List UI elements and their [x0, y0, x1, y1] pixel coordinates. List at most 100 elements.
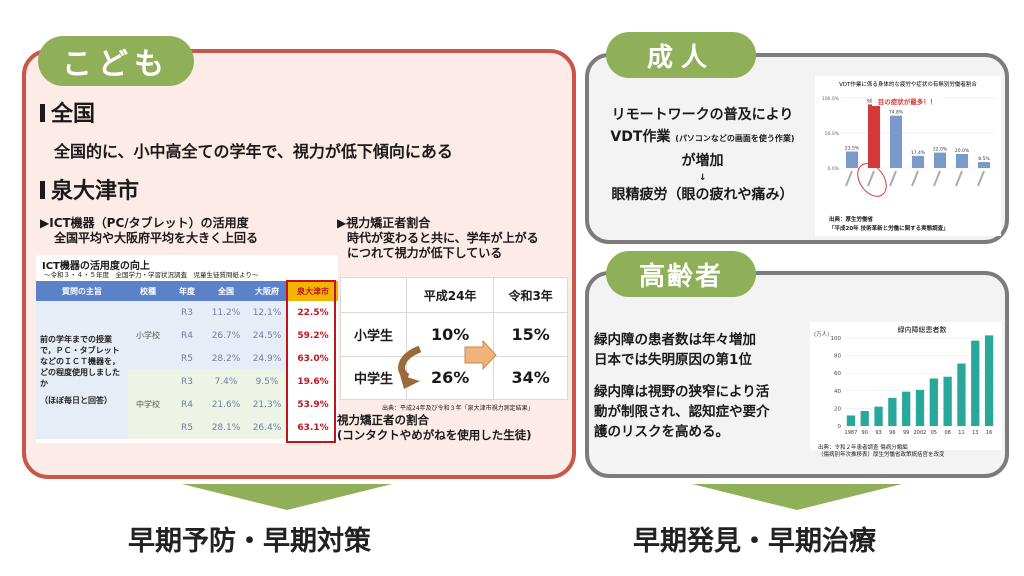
chart-source-line: 「平成20年 技術革新と労働に関する実態調査」 — [829, 224, 949, 232]
national-cell: 28.1% — [206, 416, 246, 439]
adult-line-3: が増加 — [681, 153, 724, 169]
y-tick-label: 50.0% — [825, 131, 840, 137]
question-text: 前の学年までの授業で，ＰＣ・タブレットなどのＩＣＴ機器を，どの程度使用しましたか — [40, 335, 120, 388]
kids-tag: こども — [38, 36, 194, 86]
elder-tag: 高齢者 — [606, 251, 756, 297]
elder-line-2: 日本では失明原因の第1位 — [594, 352, 752, 368]
table-header-row: 質問の主旨 校種 年度 全国 大阪府 泉大津市 — [36, 281, 338, 301]
bar — [845, 151, 859, 168]
ict-table-title: ICT機器の活用度の向上 — [42, 261, 150, 272]
table-row: R4 26.7% 24.5% 59.2% — [36, 324, 338, 347]
izumi-cell: 63.0% — [288, 347, 338, 370]
early-prevention-text: 早期予防・早期対策 — [128, 526, 371, 557]
izumi-cell: 19.6% — [288, 370, 338, 393]
elder-source-line-2: （傷病別年次推移表）厚生労働省政策統括官を改変 — [818, 452, 945, 458]
elder-line-3: 緑内障は視野の狭窄により活 — [594, 384, 770, 400]
callout-box — [872, 97, 942, 106]
data-label: 22.0% — [933, 147, 948, 153]
value-cell: 34% — [493, 355, 568, 400]
izumi-cell: 22.5% — [288, 301, 338, 324]
ict-table-subtitle: ～令和３・４・５年度 全国学力・学習状況調査 児童生徒質問紙より～ — [44, 271, 259, 279]
square-bullet-icon — [40, 181, 45, 199]
glaucoma-chart-svg: 緑内障総患者数 (万人) 0 20 40 60 80 100 1987 90 93 96 99 2002… — [814, 325, 996, 436]
category-label-stub — [977, 170, 985, 187]
school-type-cell: 小学校 — [128, 301, 168, 370]
highlight-circle — [857, 163, 887, 197]
adult-line-1: リモートワークの普及により — [611, 107, 794, 123]
y-tick-label: 80 — [834, 354, 841, 360]
bar — [889, 115, 903, 168]
bar — [915, 389, 925, 426]
x-tick-label: 99 — [903, 430, 909, 436]
vision-caption-line-2: (コンタクトやめがねを使用した生徒) — [337, 428, 532, 442]
vision-note-line-3: につれて視力が低下している — [347, 246, 503, 260]
bar — [911, 155, 925, 168]
table-row: 前の学年までの授業で，ＰＣ・タブレットなどのＩＣＴ機器を，どの程度使用しましたか… — [36, 301, 338, 439]
y-tick-label: 100.0% — [822, 96, 840, 102]
ict-usage-table-figure: ICT機器の活用度の向上 ～令和３・４・５年度 全国学力・学習状況調査 児童生徒… — [36, 255, 338, 443]
row-header: 中学生 — [340, 355, 407, 400]
category-label-stub — [889, 170, 897, 187]
y-axis-label: (万人) — [814, 331, 829, 338]
data-label: 74.8% — [889, 110, 904, 116]
category-label-stub — [867, 170, 875, 187]
school-type-cell: 中学校 — [128, 370, 168, 439]
adult-vdt-note: (パソコンなどの画面を使う作業) — [675, 134, 795, 143]
ict-note-line-2: 全国平均や大阪府平均を大きく上回る — [54, 231, 259, 245]
year-cell: R4 — [168, 393, 206, 416]
x-tick-label: 1987 — [845, 430, 858, 436]
vision-note: ▶視力矯正者割合 時代が変わると共に、学年が上がる につれて視力が低下している — [337, 216, 539, 261]
bar — [957, 363, 966, 426]
osaka-cell: 12.1% — [246, 301, 288, 324]
elder-source-line-1: 出典：令和２年患者調査 傷病分類編 — [818, 445, 908, 451]
table-row: R5 28.2% 24.9% 63.0% — [36, 347, 338, 370]
elder-line-4: 動が制限され、認知症や要介 — [594, 404, 770, 420]
y-tick-label: 40 — [834, 389, 841, 395]
vision-table-source: 出典：平成24年及び令和３年「泉大津市視力測定結果」 — [382, 405, 534, 412]
adult-line-5: 眼精疲労（眼の疲れや痛み） — [611, 187, 794, 203]
down-arrow-left-icon — [182, 484, 392, 510]
column-header: 全国 — [206, 281, 246, 301]
column-header: 校種 — [128, 281, 168, 301]
bar — [977, 162, 991, 168]
y-tick-label: 0.0% — [828, 166, 840, 172]
glaucoma-chart: 緑内障総患者数 (万人) 0 20 40 60 80 100 1987 90 93 96 99 2002… — [810, 322, 1002, 450]
curved-arrow-head-icon — [400, 375, 420, 389]
vdt-chart-title: VDT作業に係る身体的な疲労や症状の有無別労働者割合 — [839, 80, 977, 88]
national-heading-text: 全国 — [51, 102, 96, 127]
bar — [955, 154, 969, 168]
table-row: 中学校 R3 7.4% 9.5% 19.6% — [36, 370, 338, 439]
x-tick-label: 05 — [931, 430, 937, 436]
vision-table-caption: 視力矯正者の割合 (コンタクトやめがねを使用した生徒) — [337, 413, 532, 443]
early-detection-text: 早期発見・早期治療 — [633, 526, 876, 557]
table-header-row: 平成24年 令和3年 — [340, 277, 568, 313]
category-label-stub — [911, 170, 919, 187]
adult-vdt: VDT作業 — [610, 129, 671, 145]
column-header: 泉大津市 — [288, 281, 338, 301]
down-arrow-icon: ↓ — [698, 173, 707, 183]
column-header: 平成24年 — [405, 277, 495, 313]
column-header: 年度 — [168, 281, 206, 301]
izumi-highlight-frame — [286, 280, 336, 443]
x-tick-label: 93 — [875, 430, 881, 436]
elder-source: 出典：令和２年患者調査 傷病分類編 （傷病別年次推移表）厚生労働省政策統括官を改… — [818, 445, 945, 459]
national-cell: 28.2% — [206, 347, 246, 370]
corner-cell — [340, 277, 407, 313]
bar — [902, 391, 911, 426]
category-label-stub — [845, 170, 853, 187]
x-tick-label: 08 — [944, 430, 950, 436]
right-arrow-icon — [464, 339, 497, 371]
y-tick-label: 60 — [834, 371, 841, 377]
bar — [929, 378, 938, 426]
vdt-chart: VDT作業に係る身体的な疲労や症状の有無別労働者割合 100.0% 50.0% 0.… — [815, 76, 1001, 236]
osaka-cell: 24.5% — [246, 324, 288, 347]
vision-correction-table-figure: 平成24年 令和3年 小学生 10% 15% 中学生 26% 34% — [340, 277, 568, 400]
elder-line-1: 緑内障の患者数は年々増加 — [594, 332, 756, 348]
x-tick-label: 13 — [972, 430, 978, 436]
adult-tag: 成人 — [606, 32, 756, 78]
year-cell: R3 — [168, 301, 206, 324]
izumi-cell: 59.2% — [288, 324, 338, 347]
elder-line-5: 護のリスクを高める。 — [594, 424, 729, 440]
bar — [860, 411, 869, 426]
national-text: 全国的に、小中高全ての学年で、視力が低下傾向にある — [54, 142, 453, 161]
